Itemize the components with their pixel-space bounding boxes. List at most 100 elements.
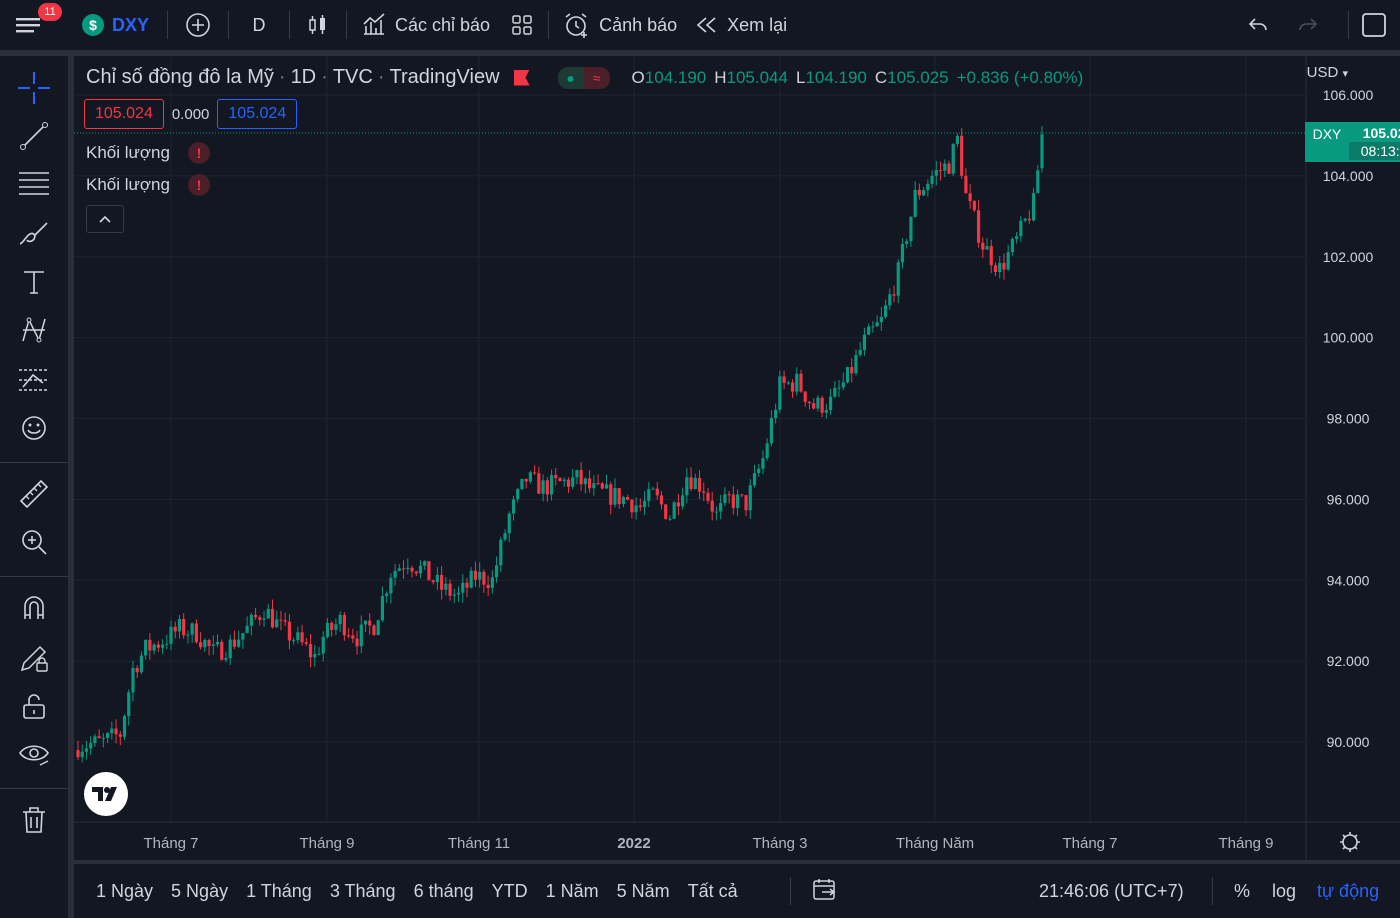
time-axis[interactable]: Tháng 7 Tháng 9 Tháng 11 2022 Tháng 3 Tháng N… [143,835,1273,852]
price-axis[interactable]: 106.000 104.000 102.000 100.000 98.000 96.000… [1323,87,1374,750]
candle-body [533,472,537,474]
settings-button[interactable] [1340,832,1360,852]
range-button[interactable]: Tất cả [687,880,738,901]
symbol-description[interactable]: Chỉ số đồng đô la Mỹ [86,66,274,88]
lock-all-tool[interactable] [14,686,54,726]
range-button[interactable]: 1 Ngày [96,880,154,901]
divider [289,11,291,39]
range-button[interactable]: 6 tháng [413,880,474,901]
candle-body [672,502,676,519]
emoji-tool[interactable] [14,408,54,448]
candle-body [524,478,528,482]
square-icon [1362,13,1386,37]
candle-body [613,488,617,505]
price-tick-label: 90.000 [1327,734,1370,750]
sell-price[interactable]: 105.024 [84,99,164,129]
compare-button[interactable] [176,0,220,50]
goto-date-button[interactable] [812,877,838,906]
range-button[interactable]: 5 Ngày [171,880,229,901]
indicator-volume-2[interactable]: Khối lượng ! [86,174,210,196]
layouts-button[interactable] [504,0,540,50]
range-button[interactable]: 3 Tháng [329,880,396,901]
replay-button[interactable]: Xem lại [691,0,797,50]
candle-body [528,472,533,482]
warning-icon[interactable]: ! [187,142,210,164]
trend-line-tool[interactable] [14,116,54,156]
indicators-button[interactable]: Các chỉ báo [355,0,504,50]
chart-pane[interactable]: 106.000 104.000 102.000 100.000 98.000 96.000… [74,56,1400,860]
indicator-label: Khối lượng [86,143,170,162]
candle-body [630,499,634,513]
fib-tool[interactable] [14,164,54,204]
flag-icon[interactable] [513,69,530,86]
pattern-tool[interactable] [14,310,54,350]
text-tool[interactable] [14,262,54,302]
zoom-tool[interactable] [14,522,54,562]
warning-icon[interactable]: ! [187,174,210,196]
auto-scale-toggle[interactable]: tự động [1317,880,1380,901]
price-chart[interactable]: 106.000 104.000 102.000 100.000 98.000 96.000… [74,56,1400,860]
range-button[interactable]: YTD [491,880,528,901]
candle-body [719,503,723,512]
candle-body [114,728,118,735]
brush-tool[interactable] [14,214,54,254]
candle-body [833,388,837,397]
prediction-tool[interactable] [14,360,54,400]
range-button[interactable]: 1 Năm [545,880,599,901]
candle-body [228,639,232,659]
symbol-search-button[interactable]: $ DXY [56,0,159,50]
candle-body [190,623,194,635]
range-button[interactable]: 1 Tháng [246,880,312,901]
menu-button[interactable]: 11 [0,0,62,50]
crosshair-tool[interactable] [14,68,54,108]
candle-body [169,626,173,644]
buy-price[interactable]: 105.024 [217,99,298,129]
magnet-tool[interactable] [14,588,54,628]
candle-body [431,580,435,583]
collapse-legend-button[interactable] [86,205,124,233]
candle-body [241,633,245,640]
candle-body [494,565,499,578]
candle-body [706,492,710,501]
candle-body [824,410,828,413]
candle-body [896,262,900,296]
chart-type-button[interactable] [298,0,338,50]
hide-tool[interactable] [14,734,54,774]
timezone-clock[interactable]: 21:46:06 (UTC+7) [1039,880,1184,901]
candle-body [152,644,156,651]
market-status[interactable]: ● ≈ [557,66,610,89]
candle-body [655,488,659,496]
candle-body [418,565,423,574]
candle-body [490,577,494,589]
delete-tool[interactable] [14,800,54,840]
replay-label: Xem lại [727,14,788,35]
candle-body [943,163,947,171]
price-tick-label: 94.000 [1327,572,1370,588]
candle-body [985,246,989,250]
tradingview-logo[interactable] [84,772,128,816]
percent-scale-toggle[interactable]: % [1234,880,1251,901]
candle-body [998,262,1002,272]
candle-body [989,246,993,266]
redo-button[interactable] [1290,0,1326,50]
open-key: O [631,67,645,87]
plus-circle-icon [186,13,210,37]
fullscreen-button[interactable] [1356,0,1392,50]
candle-body [702,491,706,493]
candle-body [888,294,892,306]
log-scale-toggle[interactable]: log [1272,880,1297,901]
range-button[interactable]: 5 Năm [616,880,670,901]
lock-drawing-tool[interactable] [14,638,54,678]
undo-button[interactable] [1240,0,1276,50]
time-tick-label: Tháng 11 [448,835,510,852]
pattern-icon [22,317,46,343]
date-ranges: 1 Ngày 5 Ngày 1 Tháng 3 Tháng 6 tháng YTD 1 Nă… [74,881,747,902]
candle-body [368,620,372,626]
currency-selector[interactable]: USD ▾ [1307,64,1348,81]
ruler-tool[interactable] [14,474,54,514]
alerts-button[interactable]: Cảnh báo [557,0,691,50]
candle-body [947,163,951,174]
interval-button[interactable]: D [252,14,266,35]
indicator-volume-1[interactable]: Khối lượng ! [86,142,210,164]
candle-body [1006,252,1010,270]
